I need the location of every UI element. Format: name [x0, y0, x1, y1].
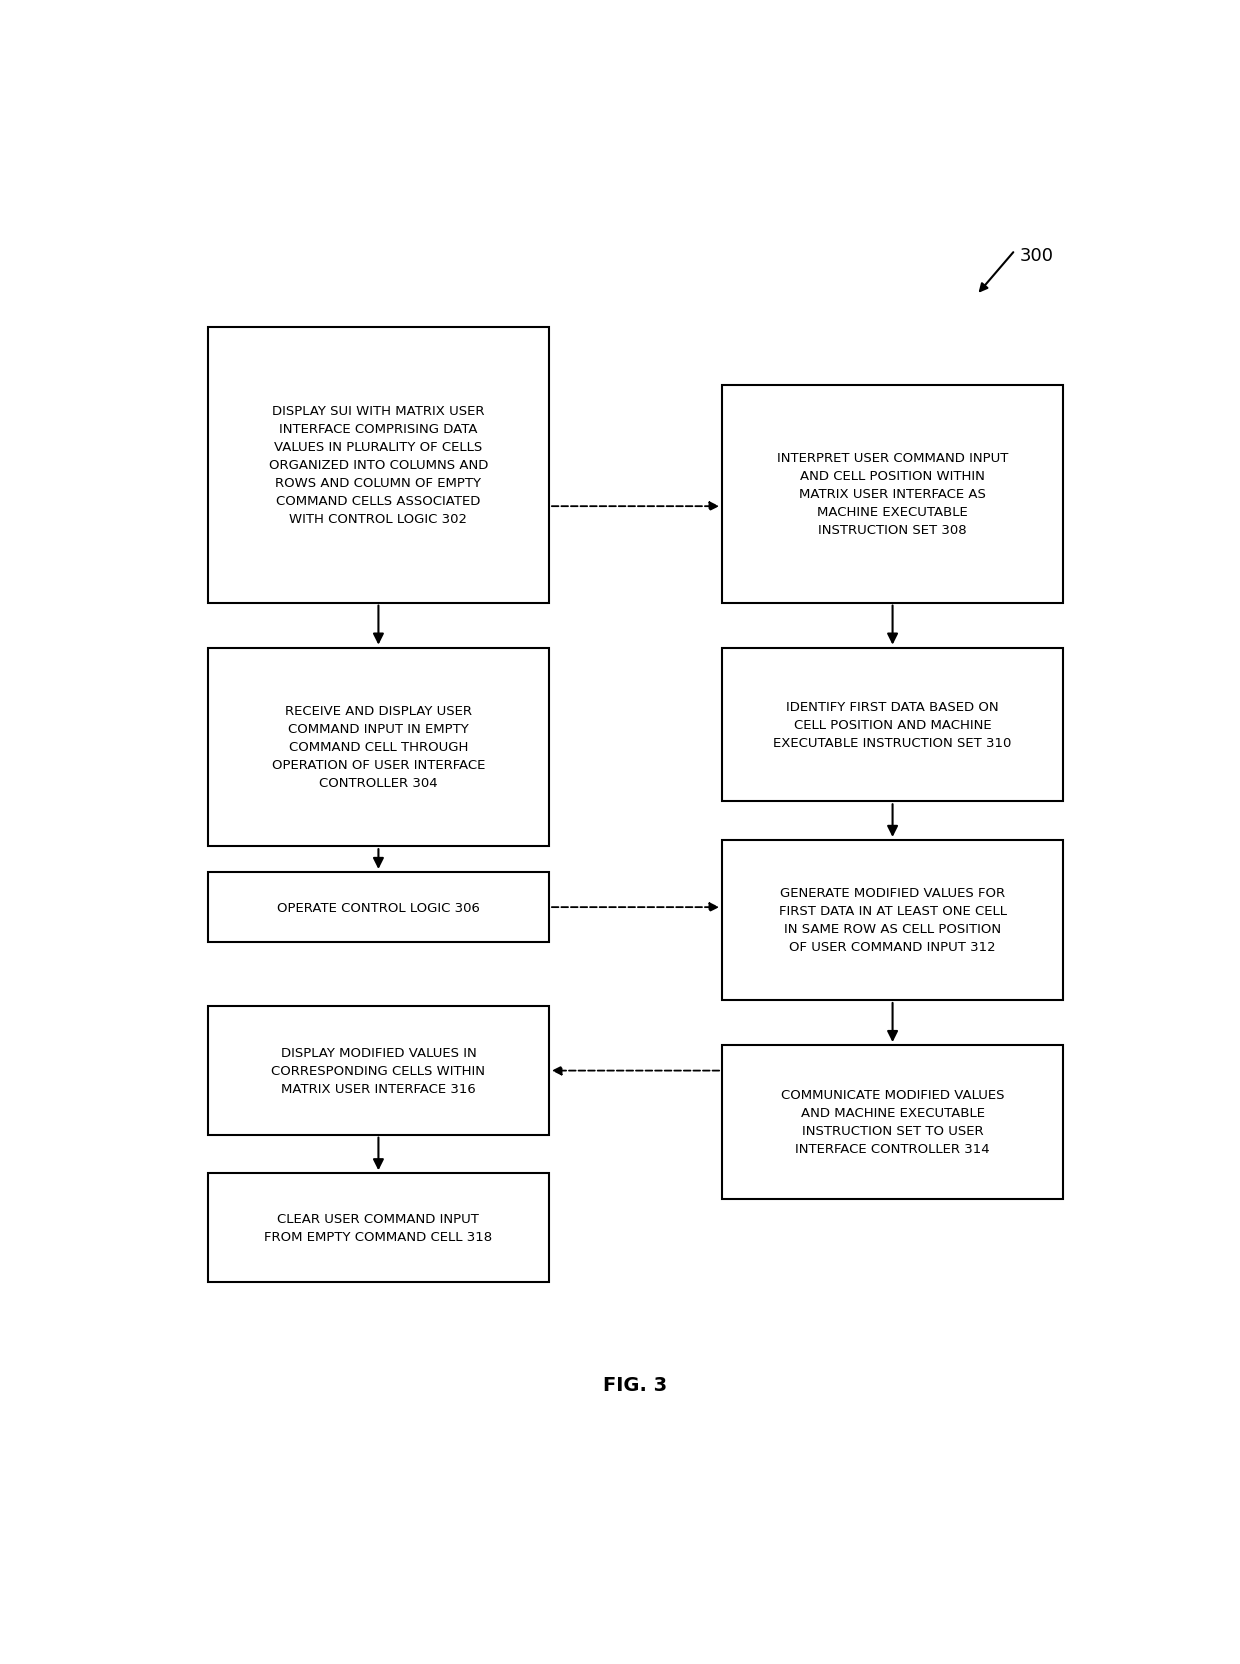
Bar	[722, 840, 1063, 1000]
Bar	[208, 1007, 549, 1135]
Bar	[722, 647, 1063, 802]
Bar	[722, 386, 1063, 604]
Bar	[208, 1173, 549, 1283]
Bar	[208, 328, 549, 604]
Bar	[208, 872, 549, 943]
Text: CLEAR USER COMMAND INPUT
FROM EMPTY COMMAND CELL 318: CLEAR USER COMMAND INPUT FROM EMPTY COMM…	[264, 1213, 492, 1243]
Text: DISPLAY MODIFIED VALUES IN
CORRESPONDING CELLS WITHIN
MATRIX USER INTERFACE 316: DISPLAY MODIFIED VALUES IN CORRESPONDING…	[272, 1047, 485, 1095]
Bar	[208, 647, 549, 847]
Text: RECEIVE AND DISPLAY USER
COMMAND INPUT IN EMPTY
COMMAND CELL THROUGH
OPERATION O: RECEIVE AND DISPLAY USER COMMAND INPUT I…	[272, 706, 485, 790]
Text: GENERATE MODIFIED VALUES FOR
FIRST DATA IN AT LEAST ONE CELL
IN SAME ROW AS CELL: GENERATE MODIFIED VALUES FOR FIRST DATA …	[779, 887, 1007, 953]
Text: DISPLAY SUI WITH MATRIX USER
INTERFACE COMPRISING DATA
VALUES IN PLURALITY OF CE: DISPLAY SUI WITH MATRIX USER INTERFACE C…	[269, 404, 489, 526]
Text: COMMUNICATE MODIFIED VALUES
AND MACHINE EXECUTABLE
INSTRUCTION SET TO USER
INTER: COMMUNICATE MODIFIED VALUES AND MACHINE …	[781, 1088, 1004, 1156]
Bar	[722, 1045, 1063, 1200]
Text: FIG. 3: FIG. 3	[604, 1376, 667, 1394]
Text: OPERATE CONTROL LOGIC 306: OPERATE CONTROL LOGIC 306	[277, 902, 480, 914]
Text: 300: 300	[1019, 246, 1054, 265]
Text: INTERPRET USER COMMAND INPUT
AND CELL POSITION WITHIN
MATRIX USER INTERFACE AS
M: INTERPRET USER COMMAND INPUT AND CELL PO…	[777, 453, 1008, 537]
Text: IDENTIFY FIRST DATA BASED ON
CELL POSITION AND MACHINE
EXECUTABLE INSTRUCTION SE: IDENTIFY FIRST DATA BASED ON CELL POSITI…	[774, 701, 1012, 749]
